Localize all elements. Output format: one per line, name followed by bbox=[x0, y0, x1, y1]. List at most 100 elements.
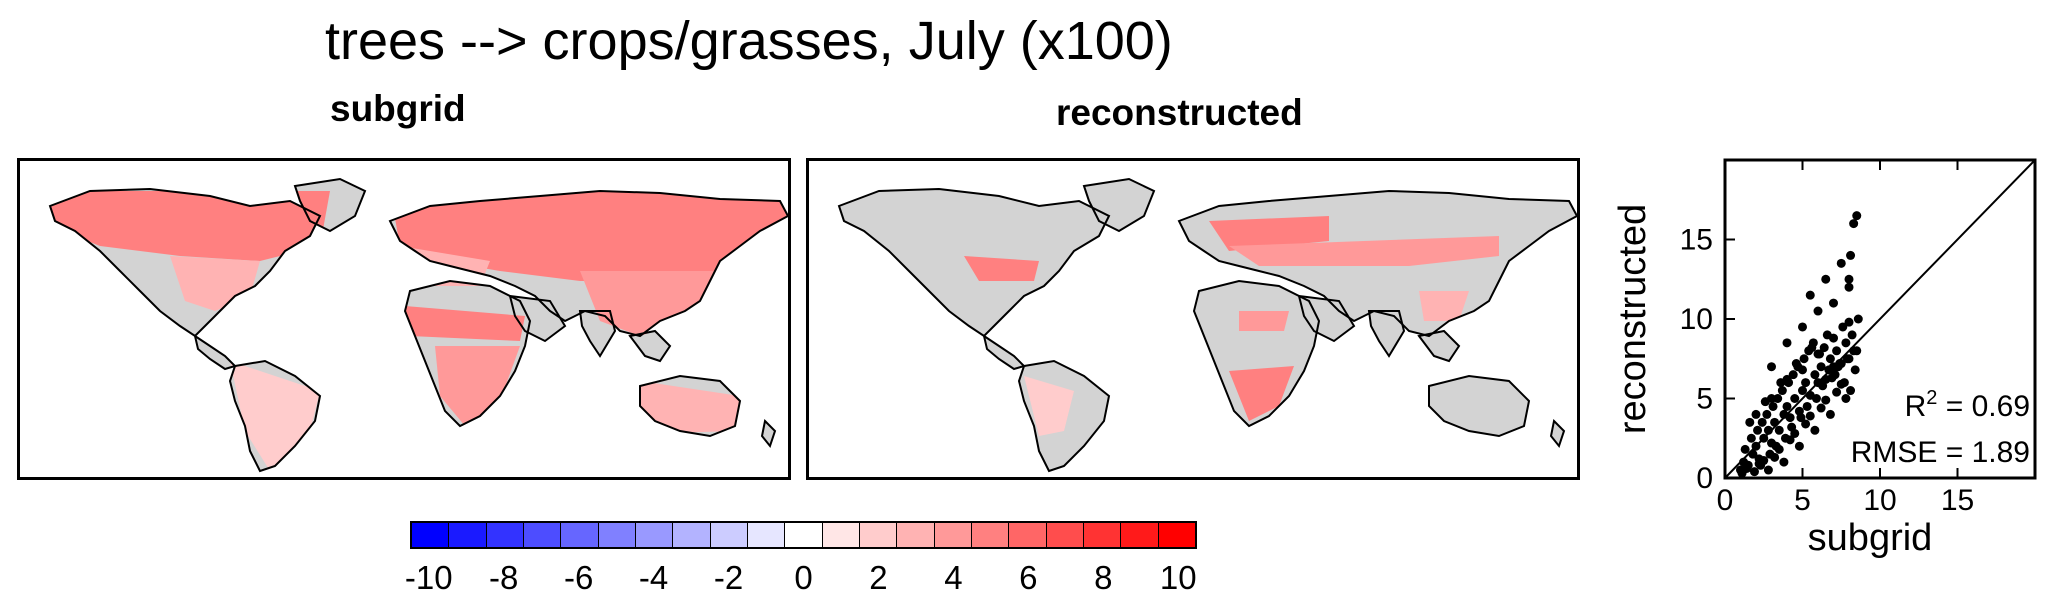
scatter-point-21 bbox=[1816, 362, 1826, 372]
scatter-point-103 bbox=[1767, 394, 1776, 403]
subgrid-australia-coast bbox=[639, 374, 742, 438]
reconstructed-region-3 bbox=[1229, 366, 1294, 421]
scatter-point-29 bbox=[1847, 330, 1857, 340]
r2-superscript: 2 bbox=[1926, 387, 1937, 409]
subgrid-north-america-coast bbox=[48, 187, 322, 338]
colorbar: -10 -8 -6 -4 -2 0 2 4 6 8 10 bbox=[405, 521, 1197, 601]
scatter-point-66 bbox=[1745, 417, 1755, 427]
rmse-annotation: RMSE = 1.89 bbox=[1851, 436, 2030, 469]
reconstructed-southeast-asia-coast bbox=[1417, 329, 1461, 363]
x-tick-label-0: 0 bbox=[1717, 484, 1734, 517]
subgrid-greenland-coast bbox=[293, 177, 367, 233]
colorbar-tick-0: -10 bbox=[404, 559, 453, 596]
r2-annotation: R2 = 0.69 bbox=[1905, 387, 2030, 423]
scatter-point-32 bbox=[1746, 433, 1756, 443]
scatter-point-114 bbox=[1841, 394, 1851, 403]
reconstructed-panel-title: reconstructed bbox=[1056, 92, 1303, 133]
reconstructed-australia-coast bbox=[1428, 374, 1531, 438]
scatter-point-81 bbox=[1821, 274, 1831, 284]
r2-value: = 0.69 bbox=[1937, 390, 2030, 423]
colorbar-tick-8: 6 bbox=[1019, 559, 1038, 596]
subgrid-arabia-coast bbox=[508, 294, 567, 343]
colorbar-box-10 bbox=[785, 523, 823, 547]
scatter-point-85 bbox=[1846, 250, 1856, 260]
reconstructed-africa-coast bbox=[1192, 279, 1321, 428]
scatter-point-112 bbox=[1810, 425, 1820, 435]
scatter-points bbox=[1736, 211, 1863, 478]
colorbar-tick-10: 10 bbox=[1159, 559, 1197, 596]
colorbar-tick-9: 8 bbox=[1094, 559, 1113, 596]
y-tick-label-2: 10 bbox=[1680, 303, 1713, 336]
scatter-point-74 bbox=[1767, 362, 1776, 372]
subgrid-new-zealand-coast bbox=[760, 418, 777, 449]
scatter-point-94 bbox=[1785, 435, 1795, 445]
colorbar-box-9 bbox=[747, 523, 786, 547]
scatter-point-31 bbox=[1740, 444, 1750, 454]
scatter-point-72 bbox=[1838, 322, 1848, 332]
scatter-point-4 bbox=[1751, 441, 1761, 451]
scatter-point-107 bbox=[1829, 333, 1838, 343]
scatter-point-100 bbox=[1832, 387, 1842, 397]
scatter-point-27 bbox=[1841, 338, 1851, 348]
reconstructed-greenland-land bbox=[1084, 179, 1154, 231]
scatter-point-17 bbox=[1801, 378, 1811, 388]
colorbar-box-20 bbox=[1158, 523, 1195, 547]
scatter-point-63 bbox=[1833, 362, 1843, 372]
scatter-point-88 bbox=[1742, 463, 1752, 473]
scatter-point-35 bbox=[1762, 409, 1772, 419]
reconstructed-region-5 bbox=[1419, 291, 1469, 321]
scatter-point-47 bbox=[1824, 365, 1834, 375]
scatter-point-14 bbox=[1790, 394, 1800, 403]
reconstructed-land bbox=[839, 179, 1577, 471]
colorbar-tick-1: -8 bbox=[489, 559, 519, 596]
reconstructed-australia-land bbox=[1429, 376, 1529, 436]
colorbar-tick-4: -2 bbox=[713, 559, 744, 596]
scatter-point-108 bbox=[1844, 317, 1854, 327]
scatter-point-106 bbox=[1813, 349, 1823, 359]
scatter-point-96 bbox=[1801, 419, 1811, 429]
scatter-point-16 bbox=[1798, 386, 1807, 396]
scatter-point-7 bbox=[1763, 425, 1773, 435]
r2-symbol: R bbox=[1905, 390, 1927, 423]
reconstructed-map bbox=[806, 158, 1580, 480]
colorbar-tick-5: 0 bbox=[794, 559, 813, 596]
scatter-point-6 bbox=[1759, 433, 1769, 443]
subgrid-panel-title: subgrid bbox=[330, 88, 466, 129]
reconstructed-region-4 bbox=[1024, 376, 1074, 436]
scatter-point-78 bbox=[1829, 298, 1838, 308]
colorbar-tick-2: -6 bbox=[563, 559, 594, 596]
colorbar-box-4 bbox=[561, 523, 599, 547]
y-tick-label-1: 5 bbox=[1696, 383, 1713, 416]
scatter-point-80 bbox=[1805, 290, 1815, 300]
scatter-point-82 bbox=[1836, 258, 1846, 268]
subgrid-region-1 bbox=[50, 191, 330, 261]
reconstructed-africa-land bbox=[1194, 281, 1319, 426]
colorbar-boxes bbox=[410, 521, 1197, 549]
y-axis-label: reconstructed bbox=[1612, 204, 1654, 434]
scatter-point-3 bbox=[1748, 449, 1758, 459]
scatter-point-37 bbox=[1773, 394, 1783, 403]
colorbar-box-12 bbox=[859, 523, 898, 547]
scatter-point-77 bbox=[1813, 306, 1823, 316]
colorbar-box-15 bbox=[971, 523, 1010, 547]
reconstructed-greenland-coast bbox=[1082, 177, 1156, 233]
reconstructed-region-6 bbox=[1239, 311, 1289, 331]
scatter-point-23 bbox=[1825, 354, 1835, 364]
colorbar-box-19 bbox=[1121, 523, 1159, 547]
reconstructed-southeast-asia-land bbox=[1419, 331, 1459, 361]
scatter-point-70 bbox=[1807, 343, 1817, 353]
subgrid-eurasia-coast bbox=[388, 189, 788, 338]
colorbar-box-14 bbox=[934, 523, 972, 547]
reconstructed-coastlines bbox=[837, 177, 1577, 473]
subgrid-southeast-asia-coast bbox=[628, 329, 672, 363]
scatter-point-65 bbox=[1849, 346, 1859, 356]
subgrid-south-america-coast bbox=[228, 359, 322, 473]
scatter-point-51 bbox=[1846, 386, 1856, 396]
colorbar-box-11 bbox=[822, 523, 860, 547]
scatter-point-19 bbox=[1810, 370, 1820, 380]
reconstructed-shading bbox=[964, 216, 1499, 436]
reconstructed-map-canvas bbox=[837, 177, 1577, 473]
subgrid-map-canvas bbox=[48, 177, 788, 473]
scatter-point-59 bbox=[1802, 401, 1812, 411]
